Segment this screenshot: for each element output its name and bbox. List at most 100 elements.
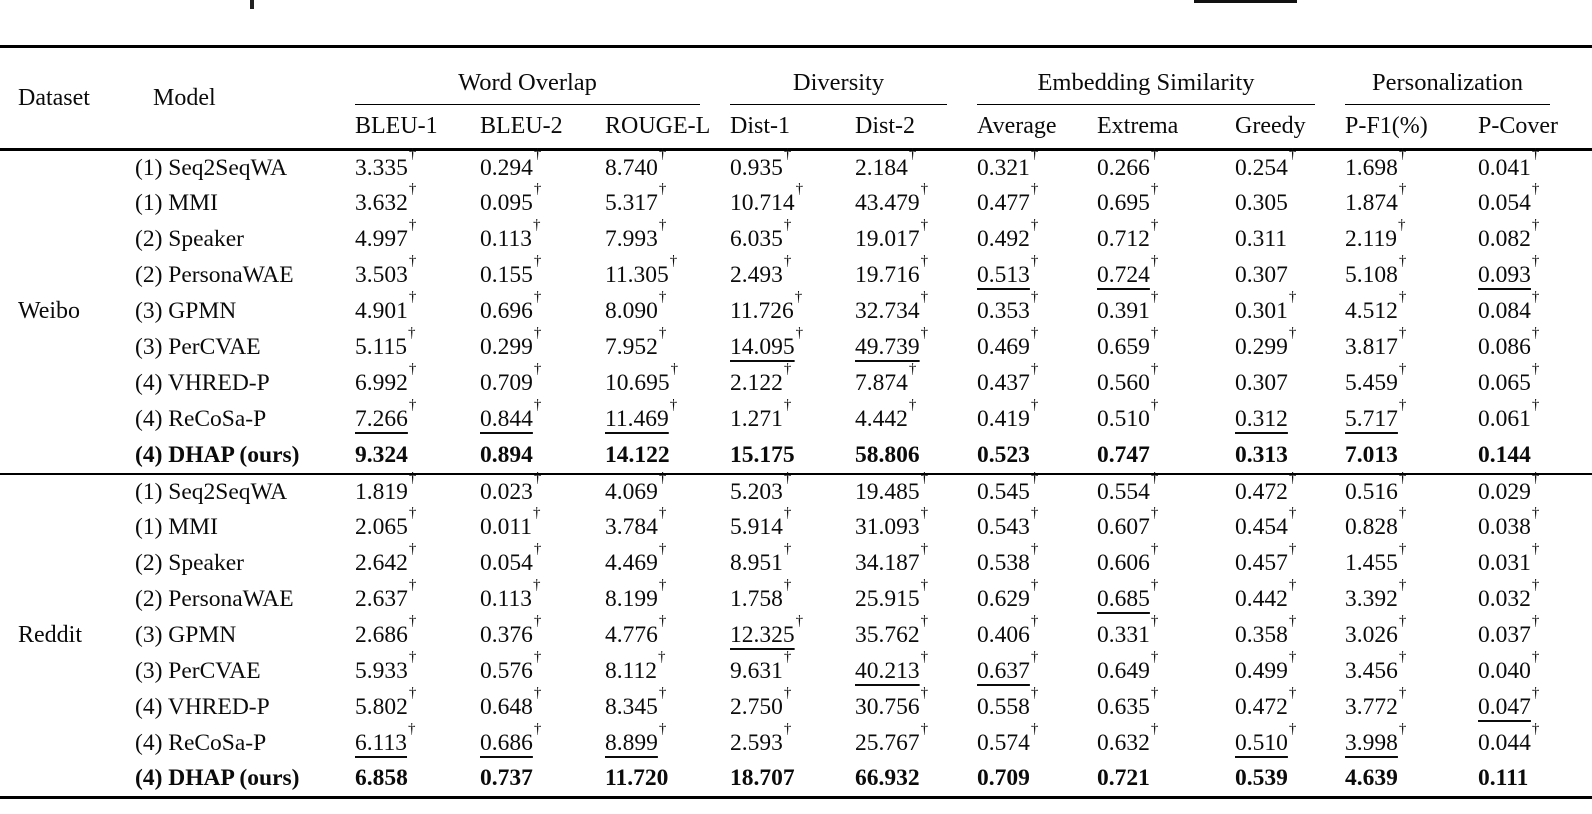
- metric-number: 0.510: [1097, 406, 1150, 432]
- metric-value: 3.392†: [1345, 578, 1478, 618]
- metric-number: 40.213: [855, 658, 920, 684]
- metric-value: 8.951†: [730, 542, 855, 582]
- metric-number: 0.543: [977, 514, 1030, 540]
- metric-value: 5.317†: [605, 182, 730, 222]
- metric-value: 0.307: [1235, 366, 1345, 402]
- metric-number: 0.649: [1097, 658, 1150, 684]
- metric-number: 0.632: [1097, 730, 1150, 756]
- dagger-marker: †: [533, 181, 542, 198]
- metric-value: 19.017†: [855, 218, 977, 258]
- metric-number: 19.716: [855, 262, 920, 288]
- metric-number: 0.695: [1097, 190, 1150, 216]
- metric-number: 0.472: [1235, 478, 1288, 505]
- metric-number: 2.637: [355, 586, 408, 612]
- metric-value: 18.707: [730, 762, 855, 798]
- metric-number: 0.696: [480, 298, 533, 324]
- metric-number: 3.784: [605, 514, 658, 540]
- metric-value: 0.724†: [1097, 254, 1235, 294]
- metric-value: 8.112†: [605, 650, 730, 690]
- metric-number: 2.184: [855, 154, 908, 181]
- column-group-label: Personalization: [1372, 68, 1524, 96]
- metric-number: 0.038: [1478, 514, 1531, 540]
- metric-number: 0.538: [977, 550, 1030, 576]
- metric-number: 0.539: [1235, 765, 1288, 792]
- metric-value: 4.442†: [855, 398, 977, 438]
- metric-number: 0.023: [480, 478, 533, 505]
- metric-number: 0.935: [730, 154, 783, 181]
- metric-value: 0.499†: [1235, 650, 1345, 690]
- dagger-marker: †: [1150, 469, 1159, 486]
- dagger-marker: †: [533, 469, 542, 486]
- metric-value: 9.324: [355, 438, 480, 474]
- metric-value: 0.406†: [977, 614, 1097, 654]
- metric-number: 0.560: [1097, 370, 1150, 396]
- metric-value: 49.739†: [855, 326, 977, 366]
- dagger-marker: †: [408, 181, 417, 198]
- metric-number: 0.637: [977, 658, 1030, 684]
- metric-number: 0.648: [480, 694, 533, 720]
- metric-number: 0.061: [1478, 406, 1531, 432]
- dagger-marker: †: [920, 253, 929, 270]
- metric-value: 0.358†: [1235, 614, 1345, 654]
- model-name: (2) PersonaWAE: [135, 262, 294, 288]
- metric-value: 4.069†: [605, 470, 730, 510]
- dagger-marker: †: [783, 361, 792, 378]
- metric-number: 0.437: [977, 370, 1030, 396]
- metric-number: 0.472: [1235, 694, 1288, 720]
- metric-value: 8.345†: [605, 686, 730, 726]
- dagger-marker: †: [1531, 145, 1540, 162]
- metric-value: 0.254†: [1235, 146, 1345, 186]
- metric-value: 4.997†: [355, 218, 480, 258]
- model-name: (3) GPMN: [135, 298, 237, 324]
- model-name: (4) DHAP (ours): [135, 441, 300, 468]
- metric-number: 43.479: [855, 190, 920, 216]
- metric-value: 0.737: [480, 762, 605, 798]
- table-row: (1) MMI 3.632† 0.095† 5.317† 10.714† 43.479† 0…: [0, 182, 1592, 222]
- metric-value: 0.321†: [977, 146, 1097, 186]
- metric-value: 0.029†: [1478, 470, 1592, 510]
- metric-number: 25.767: [855, 730, 920, 756]
- dagger-marker: †: [408, 685, 417, 702]
- dagger-marker: †: [1531, 613, 1540, 630]
- metric-value: 0.093†: [1478, 254, 1592, 294]
- dagger-marker: †: [1030, 685, 1039, 702]
- metric-number: 0.254: [1235, 154, 1288, 181]
- table-row: (4) VHRED-P 5.802† 0.648† 8.345† 2.750† 30.75…: [0, 686, 1592, 726]
- metric-value: 43.479†: [855, 182, 977, 222]
- column-header-greedy: Greedy: [1235, 113, 1306, 139]
- metric-value: 5.459†: [1345, 362, 1478, 402]
- metric-value: 0.353†: [977, 290, 1097, 330]
- dagger-marker: †: [1288, 145, 1297, 162]
- model-name: (2) PersonaWAE: [135, 586, 294, 612]
- metric-number: 4.442: [855, 406, 908, 432]
- column-group-word-overlap: Word Overlap: [355, 47, 730, 105]
- metric-number: 0.358: [1235, 622, 1288, 648]
- dagger-marker: †: [1398, 253, 1407, 270]
- table-header: Dataset Model Word Overlap Diversity Embeddi…: [0, 47, 1592, 150]
- metric-number: 0.307: [1235, 370, 1288, 396]
- metric-value: 1.698†: [1345, 146, 1478, 186]
- dagger-marker: †: [920, 289, 929, 306]
- metric-value: 0.037†: [1478, 614, 1592, 654]
- dagger-marker: †: [1531, 721, 1540, 738]
- dagger-marker: †: [783, 145, 792, 162]
- column-header-bleu-2: BLEU-2: [480, 113, 563, 139]
- metric-value: 19.716†: [855, 254, 977, 294]
- metric-value: 0.113†: [480, 218, 605, 258]
- metric-number: 2.065: [355, 514, 408, 540]
- metric-value: 1.819†: [355, 470, 480, 510]
- metric-value: 0.747: [1097, 438, 1235, 474]
- metric-value: 0.299†: [1235, 326, 1345, 366]
- metric-number: 0.554: [1097, 478, 1150, 505]
- column-header-average: Average: [977, 113, 1057, 139]
- dagger-marker: †: [920, 469, 929, 486]
- dagger-marker: †: [1150, 361, 1159, 378]
- metric-value: 32.734†: [855, 290, 977, 330]
- dagger-marker: †: [533, 721, 542, 738]
- metric-value: 9.631†: [730, 650, 855, 690]
- metric-number: 0.457: [1235, 550, 1288, 576]
- dagger-marker: †: [795, 181, 804, 198]
- metric-value: 3.503†: [355, 254, 480, 294]
- metric-number: 1.819: [355, 478, 408, 505]
- metric-number: 0.574: [977, 730, 1030, 756]
